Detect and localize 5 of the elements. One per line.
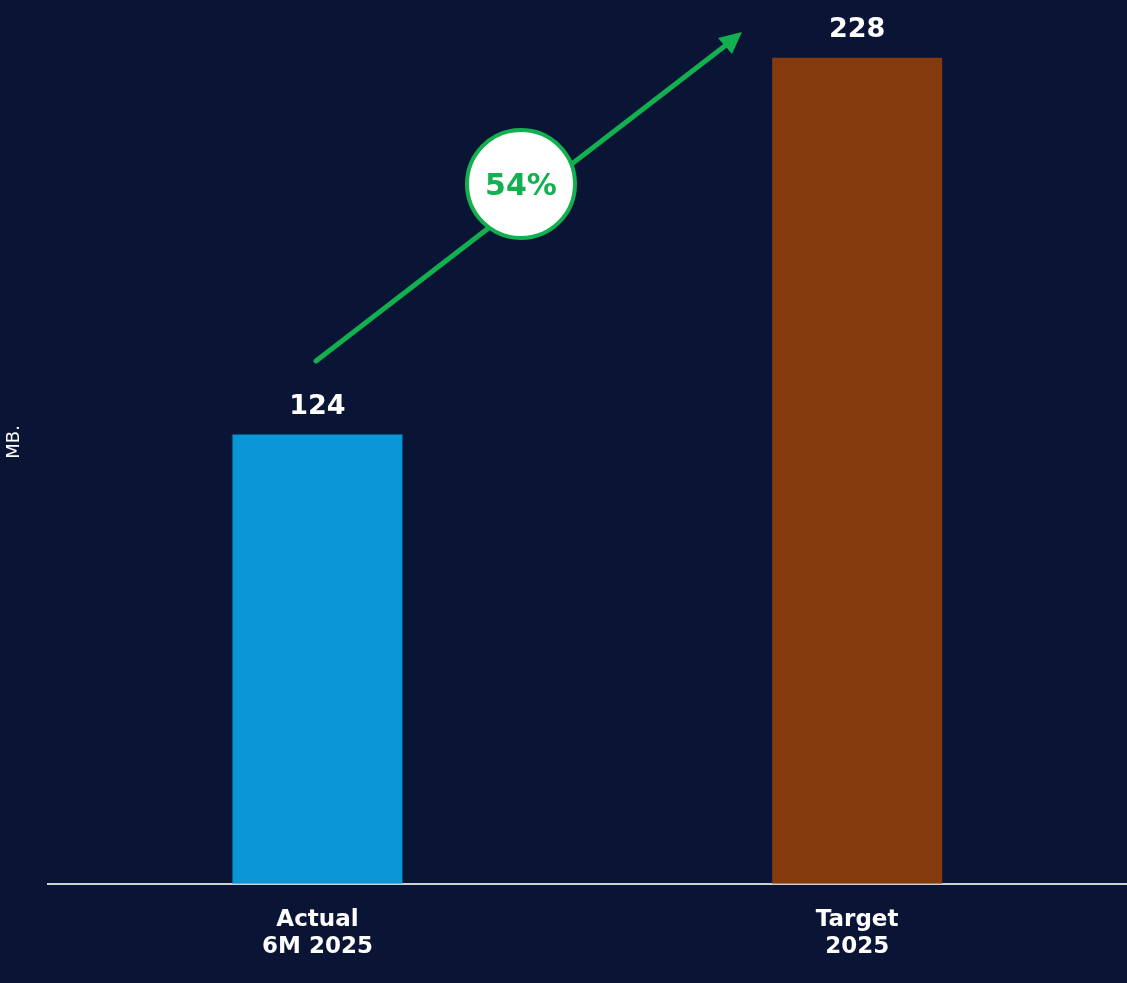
x-tick-label: Actual 6M 2025: [261, 904, 373, 959]
data-label: 124: [289, 389, 346, 421]
data-label: 228: [828, 12, 886, 44]
x-tick-label: Target 2025: [815, 904, 899, 959]
y-axis-title: MB.: [2, 425, 24, 459]
